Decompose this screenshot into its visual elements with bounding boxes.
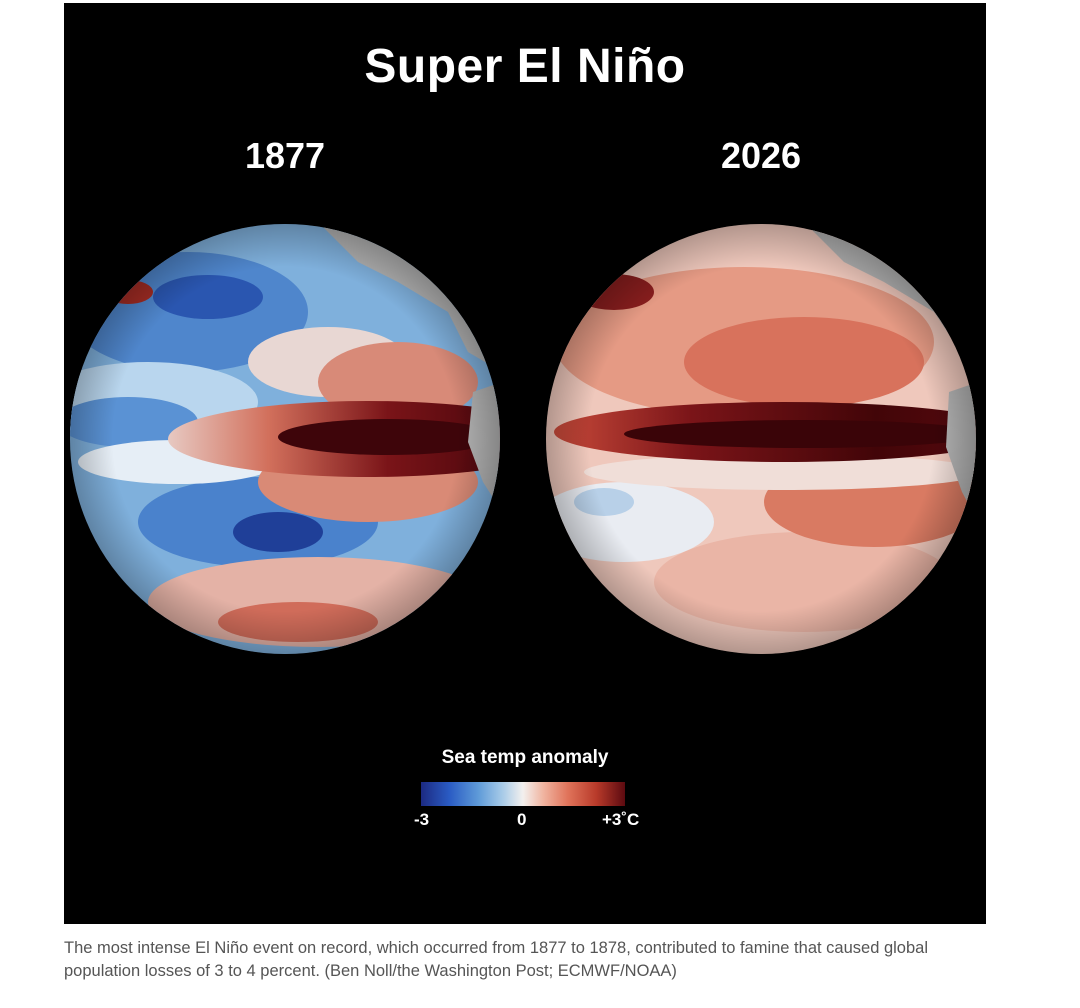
legend-title: Sea temp anomaly xyxy=(441,747,609,768)
legend-colorbar xyxy=(421,782,625,806)
year-label-right: 2026 xyxy=(720,135,802,176)
figure-caption: The most intense El Niño event on record… xyxy=(64,939,928,980)
legend-min-label: -3 xyxy=(414,810,430,829)
figure-panel: Super El Niño 1877 2026 xyxy=(64,3,986,924)
legend-max-label: +3˚C xyxy=(602,810,640,829)
figure-title: Super El Niño xyxy=(364,40,686,93)
legend-mid-label: 0 xyxy=(517,810,527,829)
globe-2026 xyxy=(546,224,976,654)
year-label-left: 1877 xyxy=(244,135,326,176)
globe-1877 xyxy=(70,224,500,654)
